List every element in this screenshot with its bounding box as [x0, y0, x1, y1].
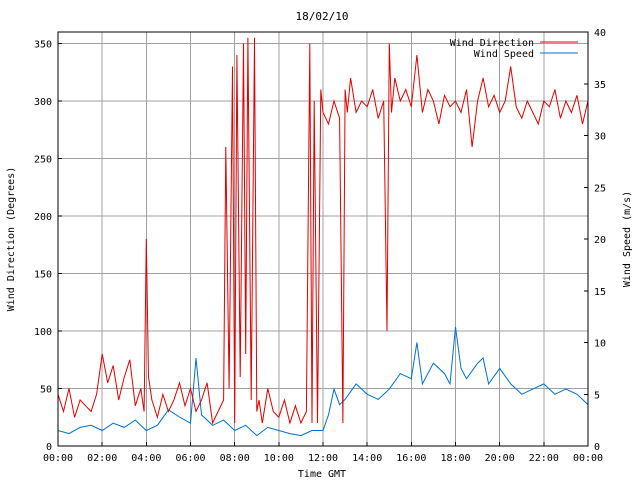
right-tick-label: 30 [594, 132, 606, 143]
legend-label-direction: Wind Direction [450, 38, 534, 49]
series-wind-direction-line [57, 37, 589, 425]
x-tick-label: 04:00 [131, 453, 161, 464]
right-tick-label: 15 [594, 287, 606, 298]
legend-label-speed: Wind Speed [474, 49, 534, 60]
left-tick-label: 50 [40, 385, 52, 396]
x-tick-label: 18:00 [440, 453, 470, 464]
left-axis-label: Wind Direction (Degrees) [6, 167, 17, 312]
x-tick-label: 00:00 [43, 453, 73, 464]
x-tick-label: 06:00 [175, 453, 205, 464]
series-wind-speed-line [57, 326, 589, 437]
right-tick-label: 40 [594, 28, 606, 39]
left-tick-label: 250 [34, 155, 52, 166]
x-tick-label: 00:00 [573, 453, 603, 464]
right-axis-tick-labels: 0 5 10 15 20 25 30 35 40 [594, 28, 606, 453]
left-tick-label: 150 [34, 270, 52, 281]
right-tick-label: 10 [594, 339, 606, 350]
x-tick-label: 14:00 [352, 453, 382, 464]
x-tick-label: 08:00 [220, 453, 250, 464]
right-tick-label: 0 [594, 442, 600, 453]
left-tick-label: 0 [46, 442, 52, 453]
left-tick-label: 200 [34, 212, 52, 223]
left-tick-label: 350 [34, 40, 52, 51]
x-tick-label: 22:00 [529, 453, 559, 464]
plot-frame [57, 31, 589, 447]
x-axis-tick-labels: 00:00 02:00 04:00 06:00 08:00 10:00 12:00 14:00… [43, 453, 603, 464]
right-axis-label: Wind Speed (m/s) [622, 191, 633, 287]
x-tick-label: 20:00 [485, 453, 515, 464]
x-tick-label: 12:00 [308, 453, 338, 464]
left-tick-label: 300 [34, 97, 52, 108]
right-tick-label: 5 [594, 390, 600, 401]
x-tick-label: 10:00 [264, 453, 294, 464]
legend: Wind Direction Wind Speed [450, 38, 578, 60]
left-tick-label: 100 [34, 327, 52, 338]
right-tick-label: 20 [594, 235, 606, 246]
right-tick-label: 35 [594, 80, 606, 91]
chart-title: 18/02/10 [296, 10, 349, 23]
x-tick-label: 02:00 [87, 453, 117, 464]
left-axis-tick-labels: 0 50 100 150 200 250 300 350 [34, 40, 52, 454]
right-tick-label: 25 [594, 183, 606, 194]
x-tick-label: 16:00 [396, 453, 426, 464]
x-axis-label: Time GMT [298, 469, 346, 480]
series-lines [57, 37, 589, 437]
